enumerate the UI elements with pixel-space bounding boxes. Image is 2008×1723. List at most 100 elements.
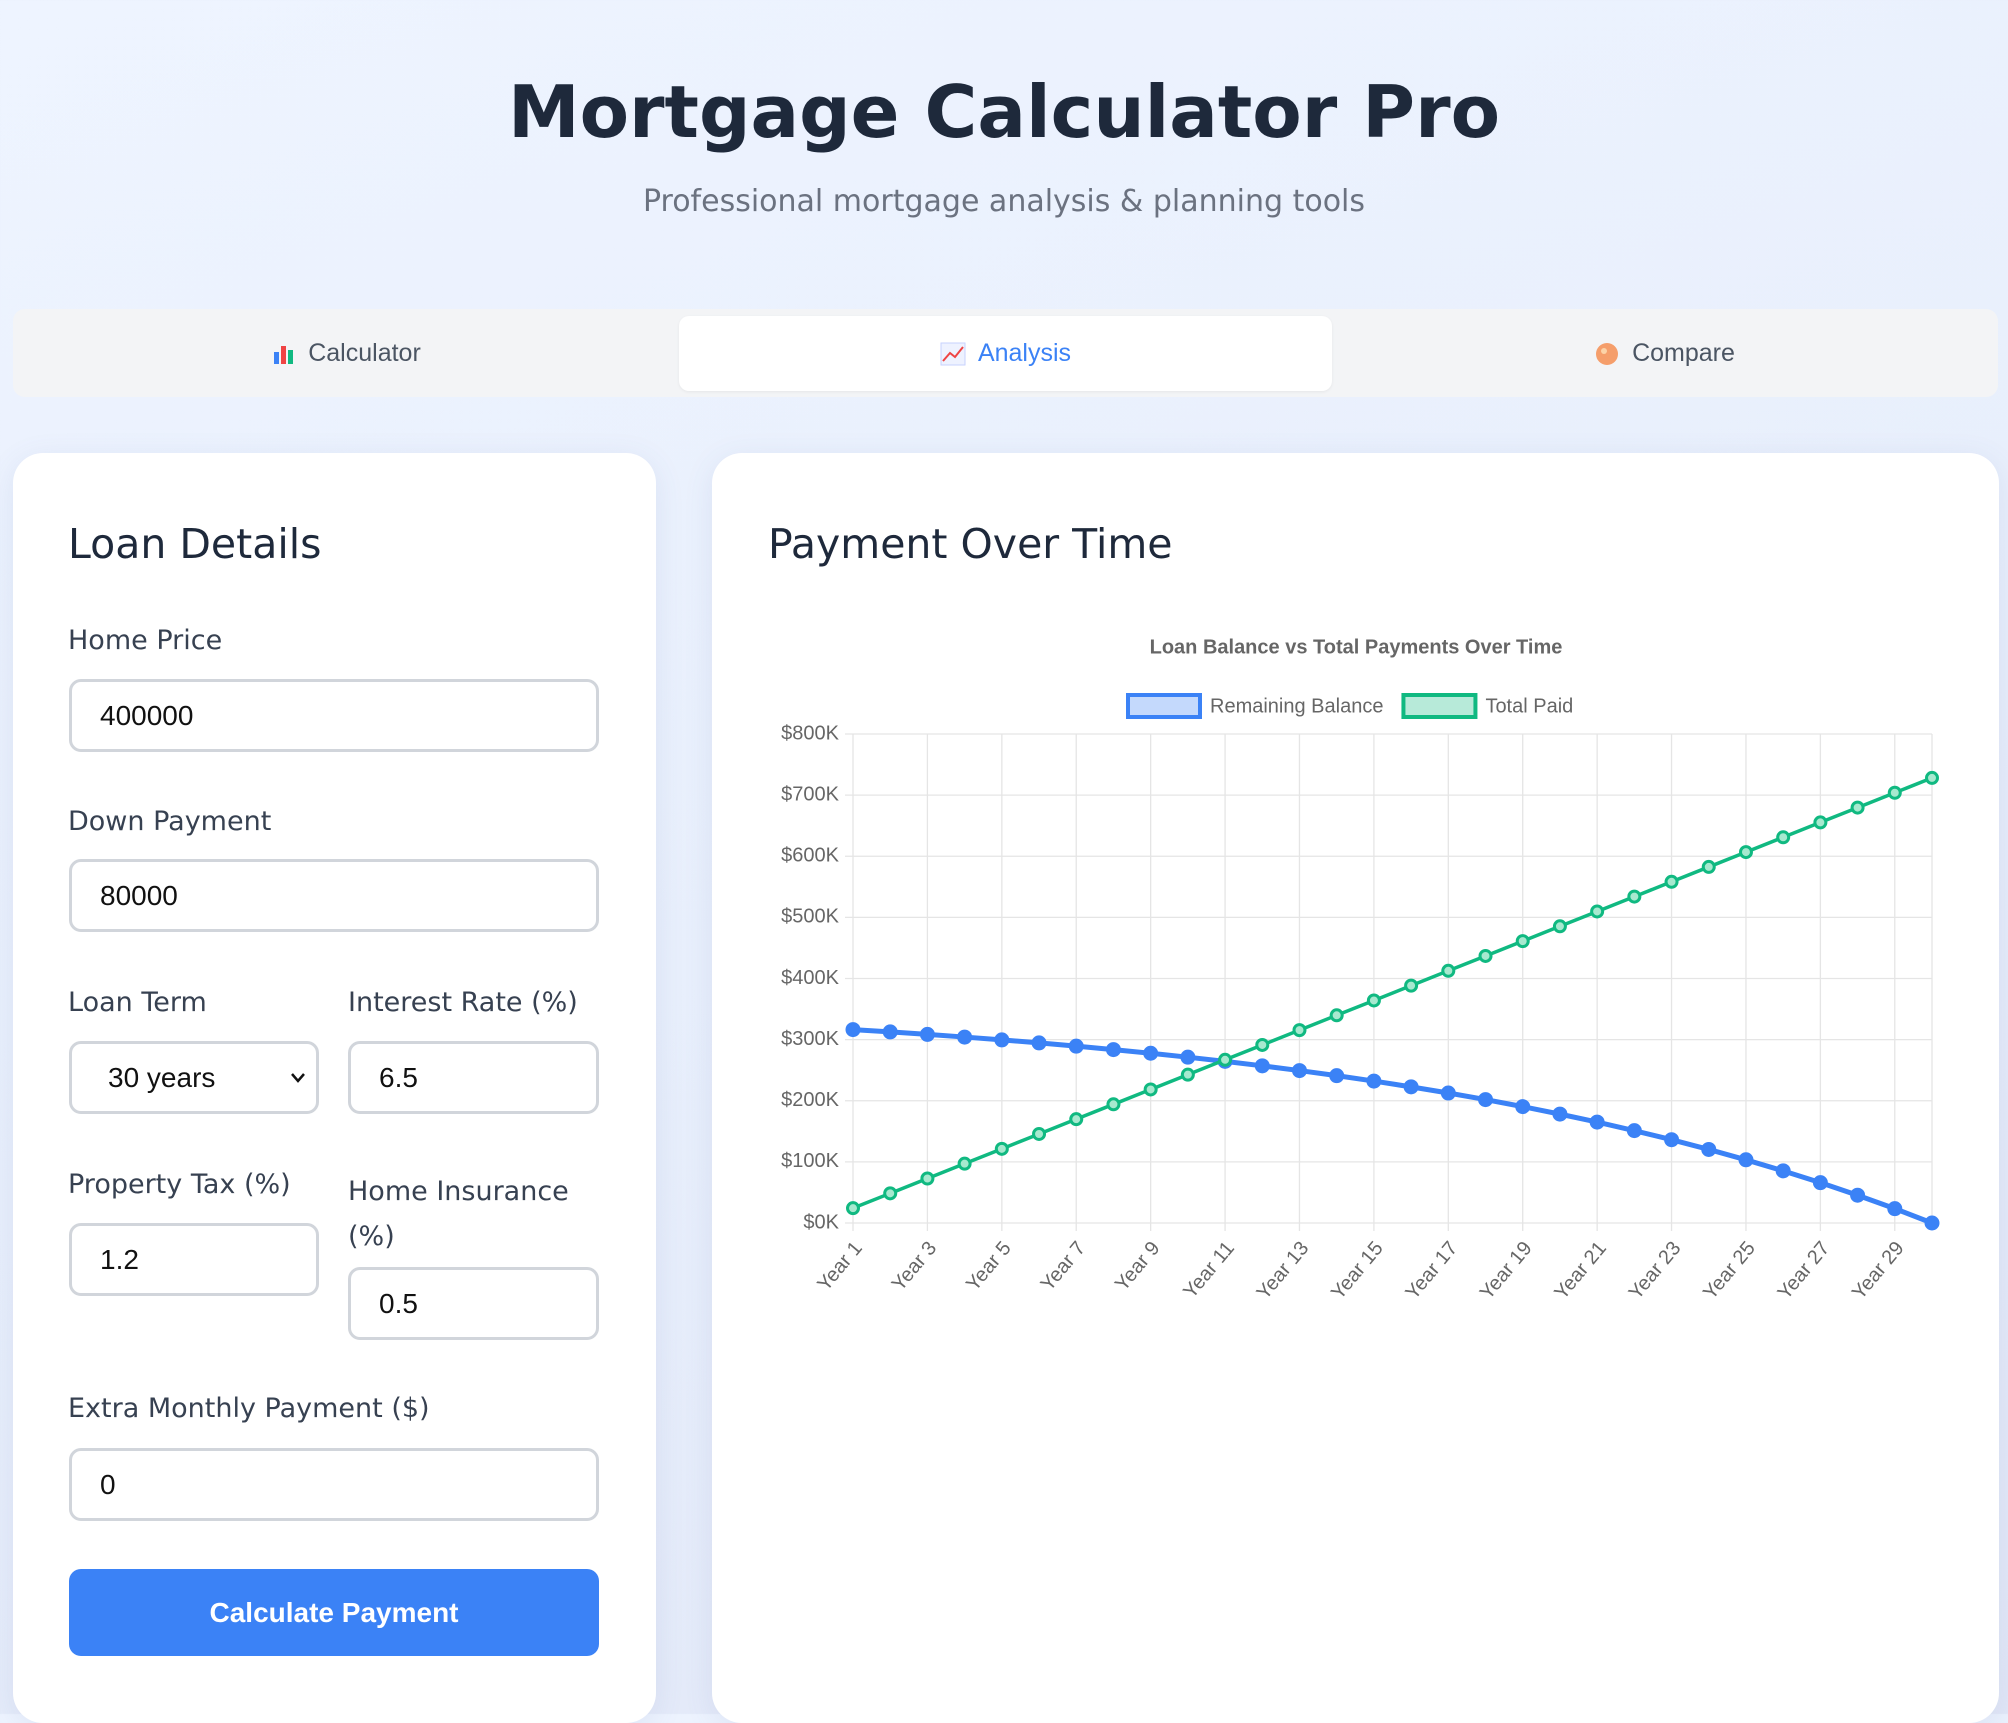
series-line bbox=[852, 776, 1933, 1210]
field-label: Property Tax (%) bbox=[68, 1169, 291, 1200]
y-tick-label: $300K bbox=[781, 1028, 839, 1050]
data-point bbox=[1440, 1085, 1456, 1101]
data-point bbox=[1775, 1163, 1791, 1179]
select-input[interactable]: 30 years bbox=[69, 1041, 319, 1114]
tab[interactable]: Analysis bbox=[679, 316, 1332, 391]
data-point bbox=[1887, 785, 1902, 800]
data-point bbox=[1032, 1126, 1047, 1141]
data-point bbox=[1850, 1187, 1866, 1203]
tab[interactable]: Calculator bbox=[20, 316, 673, 391]
legend-swatch bbox=[1401, 693, 1478, 719]
form-title: Loan Details bbox=[68, 520, 322, 568]
data-point bbox=[1143, 1082, 1158, 1097]
y-tick-label: $400K bbox=[781, 967, 839, 989]
data-point bbox=[1515, 934, 1530, 949]
data-point bbox=[1291, 1063, 1307, 1079]
data-point bbox=[1366, 993, 1381, 1008]
field-label: Loan Term bbox=[68, 987, 207, 1018]
data-point bbox=[1701, 1141, 1717, 1157]
data-point bbox=[883, 1186, 898, 1201]
data-point bbox=[1738, 1152, 1754, 1168]
x-tick-label: Year 13 bbox=[1253, 1237, 1314, 1303]
data-point bbox=[1105, 1042, 1121, 1058]
data-point bbox=[994, 1032, 1010, 1048]
data-point bbox=[1180, 1049, 1196, 1065]
data-point bbox=[1031, 1035, 1047, 1051]
field-label: Interest Rate (%) bbox=[348, 987, 578, 1018]
y-tick-label: $600K bbox=[781, 845, 839, 867]
data-point bbox=[1069, 1112, 1084, 1127]
data-point bbox=[1106, 1097, 1121, 1112]
tab-label: Calculator bbox=[308, 339, 421, 367]
page-title: Mortgage Calculator Pro bbox=[507, 70, 1501, 154]
x-tick-label: Year 19 bbox=[1476, 1237, 1537, 1303]
data-point bbox=[1404, 978, 1419, 993]
data-point bbox=[1068, 1038, 1084, 1054]
data-point bbox=[1329, 1068, 1345, 1084]
x-tick-label: Year 25 bbox=[1699, 1237, 1760, 1303]
legend-label: Remaining Balance bbox=[1210, 695, 1383, 717]
y-tick-label: $700K bbox=[781, 783, 839, 805]
data-point bbox=[1403, 1079, 1419, 1095]
calculate-button[interactable]: Calculate Payment bbox=[69, 1569, 599, 1656]
data-point bbox=[1478, 1092, 1494, 1108]
tab[interactable]: Compare bbox=[1338, 316, 1991, 391]
chart-card bbox=[712, 453, 1999, 1723]
data-point bbox=[882, 1024, 898, 1040]
data-point bbox=[1627, 889, 1642, 904]
legend-label: Total Paid bbox=[1485, 695, 1573, 717]
x-tick-label: Year 9 bbox=[1111, 1237, 1165, 1295]
series-line bbox=[852, 1027, 1933, 1226]
x-tick-label: Year 1 bbox=[813, 1237, 867, 1295]
data-point bbox=[1850, 800, 1865, 815]
data-point bbox=[957, 1029, 973, 1045]
x-tick-label: Year 11 bbox=[1179, 1237, 1239, 1302]
x-tick-label: Year 17 bbox=[1401, 1237, 1462, 1303]
tab-label: Analysis bbox=[977, 339, 1072, 367]
page-subtitle: Professional mortgage analysis & plannin… bbox=[642, 184, 1366, 219]
field-label: Home Price bbox=[68, 625, 223, 656]
select-value: 30 years bbox=[108, 1061, 216, 1093]
data-point bbox=[1552, 1106, 1568, 1122]
data-point bbox=[845, 1022, 861, 1038]
data-point bbox=[1776, 830, 1791, 845]
data-point bbox=[1812, 1175, 1828, 1191]
text-input[interactable]: 80000 bbox=[69, 859, 599, 932]
data-point bbox=[920, 1171, 935, 1186]
x-tick-label: Year 21 bbox=[1550, 1237, 1611, 1303]
data-point bbox=[1664, 874, 1679, 889]
x-tick-label: Year 15 bbox=[1327, 1237, 1388, 1303]
x-tick-label: Year 29 bbox=[1848, 1237, 1909, 1303]
field-label: Extra Monthly Payment ($) bbox=[68, 1393, 430, 1424]
tab-icon bbox=[1596, 342, 1619, 365]
data-point bbox=[1292, 1023, 1307, 1038]
data-point bbox=[1218, 1052, 1233, 1067]
y-tick-label: $100K bbox=[781, 1150, 839, 1172]
panel-title: Payment Over Time bbox=[768, 520, 1173, 568]
tab-label: Compare bbox=[1632, 339, 1735, 367]
data-point bbox=[1255, 1037, 1270, 1052]
data-point bbox=[1813, 815, 1828, 830]
text-input[interactable]: 0 bbox=[69, 1448, 599, 1521]
text-input[interactable]: 400000 bbox=[69, 679, 599, 752]
data-point bbox=[1366, 1073, 1382, 1089]
field-label: Home Insurance (%) bbox=[348, 1176, 569, 1252]
data-point bbox=[919, 1026, 935, 1042]
y-tick-label: $0K bbox=[803, 1211, 839, 1233]
legend-swatch bbox=[1126, 693, 1202, 719]
x-tick-label: Year 27 bbox=[1774, 1237, 1835, 1303]
data-point bbox=[1143, 1045, 1159, 1061]
text-input[interactable]: 0.5 bbox=[348, 1267, 599, 1340]
data-point bbox=[1552, 919, 1567, 934]
data-point bbox=[1701, 859, 1716, 874]
data-point bbox=[1589, 1114, 1605, 1130]
text-input[interactable]: 6.5 bbox=[348, 1041, 599, 1114]
data-point bbox=[957, 1156, 972, 1171]
x-tick-label: Year 7 bbox=[1037, 1237, 1091, 1295]
chart-title: Loan Balance vs Total Payments Over Time bbox=[1150, 636, 1563, 658]
text-input[interactable]: 1.2 bbox=[69, 1223, 319, 1296]
x-tick-label: Year 5 bbox=[962, 1237, 1016, 1295]
chevron bbox=[291, 1073, 305, 1083]
data-point bbox=[846, 1201, 860, 1216]
